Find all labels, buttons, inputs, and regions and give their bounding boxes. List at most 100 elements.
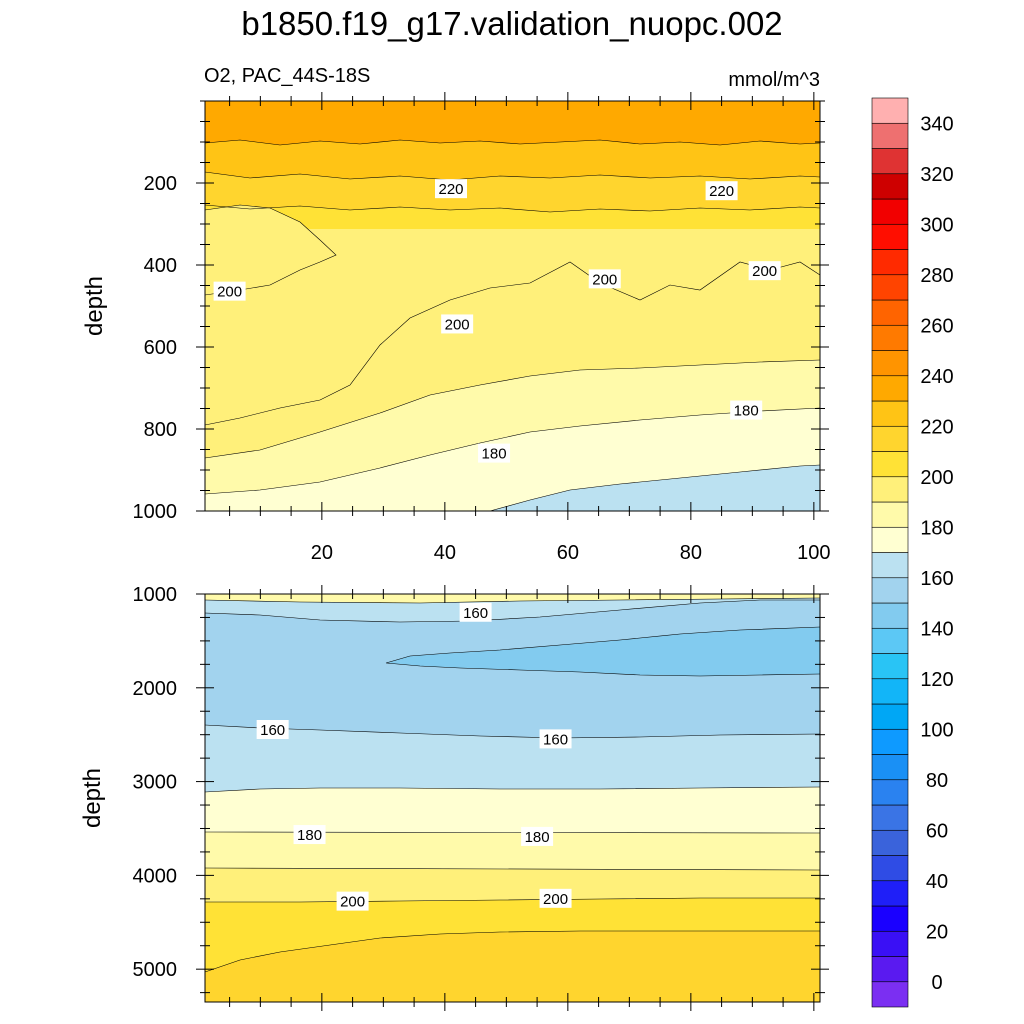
upper-blob-190 [205, 205, 336, 295]
colorbar-tick-label: 240 [920, 366, 953, 388]
contour-label-box [539, 729, 572, 749]
colorbar-swatch [871, 678, 909, 705]
contour-label-text: 200 [752, 263, 777, 280]
colorbar-swatch [871, 350, 909, 377]
upper-fill [204, 101, 821, 512]
colorbar-swatch [871, 249, 909, 276]
colorbar-tick-label: 220 [920, 416, 953, 438]
upper-x-tick-label: 80 [680, 542, 702, 564]
lower-y-tick-label: 5000 [133, 959, 178, 981]
upper-contour-label: 200 [441, 314, 474, 334]
contour-label-text: 160 [543, 731, 568, 748]
upper-y-tick-label: 800 [144, 419, 177, 441]
colorbar-swatch [871, 855, 909, 882]
colorbar-swatch [871, 880, 909, 907]
lower-panel: 1000 2000 3000 4000 5000 160 160 160 180 180 200 2… [79, 584, 829, 1011]
chart-title: b1850.f19_g17.validation_nuopc.002 [241, 5, 782, 42]
upper-contour-210 [204, 204, 821, 213]
lower-contour-label: 160 [256, 720, 289, 739]
lower-band-210 [205, 931, 820, 1002]
colorbar-tick-label: 100 [920, 719, 953, 741]
lower-ticks: 1000 2000 3000 4000 5000 [133, 584, 829, 1011]
upper-contour-170 [489, 464, 821, 512]
lower-y-tick-label: 3000 [133, 772, 178, 794]
panel-left-label: O2, PAC_44S-18S [204, 65, 370, 87]
contour-label-text: 160 [260, 722, 285, 739]
lower-contour-label: 200 [539, 888, 572, 908]
contour-label-box [459, 602, 492, 622]
colorbar-swatch [871, 552, 909, 579]
contour-label-box [478, 443, 511, 463]
lower-contour-160 [204, 786, 821, 793]
upper-y-tick-label: 200 [144, 173, 177, 195]
colorbar-tick-label: 200 [920, 467, 953, 489]
lower-contour-150-blob [385, 626, 821, 677]
colorbar-swatch [871, 779, 909, 806]
lower-contour-160-top [204, 599, 820, 623]
contour-label-text: 200 [340, 894, 365, 911]
panel-units-label: mmol/m^3 [728, 69, 820, 91]
colorbar-tick-label: 260 [920, 315, 953, 337]
colorbar-swatch [871, 956, 909, 983]
contour-label-box [293, 825, 326, 845]
upper-x-tick-label: 40 [434, 542, 456, 564]
lower-contour-labels: 160 160 160 180 180 200 200 [256, 602, 572, 911]
lower-blob-140 [386, 627, 820, 676]
colorbar-tick-label: 120 [920, 669, 953, 691]
colorbar-swatch [871, 829, 909, 856]
colorbar-swatch [871, 501, 909, 528]
lower-contour-190 [205, 897, 820, 903]
colorbar-swatch [871, 754, 909, 781]
colorbar-swatch [871, 476, 909, 503]
colorbar-tick-label: 20 [926, 921, 948, 943]
colorbar-tick-label: 180 [920, 517, 953, 539]
colorbar-tick-label: 280 [920, 265, 953, 287]
colorbar-swatch [871, 930, 909, 957]
upper-contour-labels: 220 220 200 200 200 200 180 180 [213, 179, 781, 463]
upper-x-tick-label: 60 [557, 542, 579, 564]
colorbar-swatch [871, 905, 909, 932]
contour-label-text: 180 [525, 829, 550, 846]
contour-label-text: 220 [438, 181, 463, 198]
colorbar-swatch [871, 526, 909, 553]
colorbar-swatch [871, 122, 909, 149]
lower-contour-label: 160 [539, 729, 572, 749]
lower-contour-180 [204, 867, 821, 871]
upper-contour-label: 180 [478, 443, 511, 463]
contour-label-text: 180 [482, 446, 507, 463]
upper-contour-230 [204, 139, 821, 146]
contour-label-text: 160 [463, 605, 488, 622]
contour-label-text: 220 [709, 183, 734, 200]
upper-y-tick-label: 400 [144, 255, 177, 277]
colorbar-swatch [871, 577, 909, 604]
contour-label-box [213, 281, 246, 301]
colorbar-swatch [871, 425, 909, 452]
lower-contour-label: 160 [459, 602, 492, 622]
lower-contour-label: 200 [336, 891, 369, 911]
upper-y-tick-label: 1000 [133, 501, 178, 523]
upper-contour-200-blob [204, 204, 337, 296]
contour-label-text: 180 [297, 827, 322, 844]
contour-label-text: 200 [217, 284, 242, 301]
colorbar-tick-label: 0 [931, 972, 942, 994]
lower-y-tick-label: 1000 [133, 584, 178, 606]
upper-contour-label: 180 [730, 400, 763, 420]
contour-label-box [435, 179, 467, 199]
colorbar-swatch [871, 198, 909, 225]
colorbar-swatch [871, 981, 909, 1008]
lower-contour-label: 180 [293, 825, 326, 845]
upper-x-tick-label: 20 [311, 542, 333, 564]
upper-y-tick-label: 600 [144, 337, 177, 359]
colorbar-swatch [871, 602, 909, 629]
colorbar-swatch [871, 173, 909, 200]
colorbar-tick-label: 320 [920, 164, 953, 186]
colorbar-tick-label: 160 [920, 568, 953, 590]
colorbar-swatch [871, 97, 909, 124]
colorbar-tick-label: 140 [920, 618, 953, 640]
colorbar-swatch [871, 728, 909, 755]
contour-label-box [730, 400, 763, 420]
upper-contour-label: 200 [588, 269, 621, 289]
lower-contour-label: 180 [521, 826, 554, 846]
contour-label-box [521, 826, 554, 846]
